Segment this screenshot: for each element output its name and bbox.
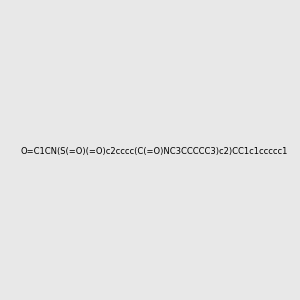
Text: O=C1CN(S(=O)(=O)c2cccc(C(=O)NC3CCCCC3)c2)CC1c1ccccc1: O=C1CN(S(=O)(=O)c2cccc(C(=O)NC3CCCCC3)c2… [20, 147, 287, 156]
